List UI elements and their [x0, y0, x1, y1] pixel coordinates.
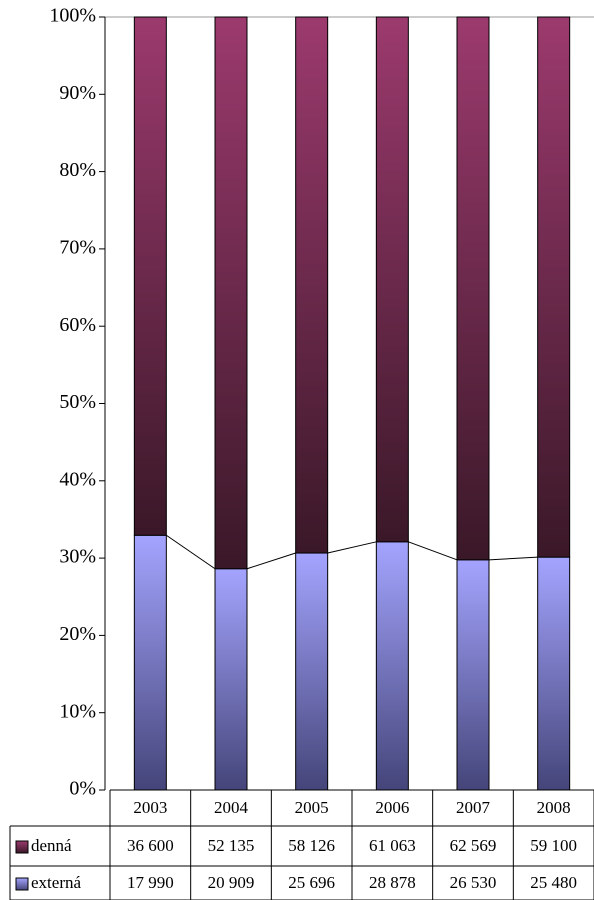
bar-segment	[456, 559, 490, 791]
table-value: 59 100	[530, 836, 577, 855]
y-tick-label: 40%	[59, 468, 96, 490]
bar-segment	[295, 552, 329, 791]
bar-segment	[214, 568, 248, 791]
table-value: 25 696	[288, 873, 335, 892]
table-value: 62 569	[450, 836, 497, 855]
y-tick-label: 60%	[59, 314, 96, 336]
y-tick-label: 30%	[59, 546, 96, 568]
table-value: 26 530	[450, 873, 497, 892]
y-tick-label: 50%	[59, 391, 96, 413]
legend-swatch	[15, 877, 29, 891]
table-value: 61 063	[369, 836, 416, 855]
table-value: 17 990	[127, 873, 174, 892]
table-value: 20 909	[208, 873, 255, 892]
y-tick-label: 0%	[69, 778, 96, 800]
y-tick-label: 70%	[59, 236, 96, 258]
series-line	[488, 556, 538, 561]
bar-segment	[375, 16, 409, 543]
bar-segment	[537, 16, 571, 558]
bar-segment	[133, 534, 167, 791]
bar-segment	[375, 541, 409, 791]
x-tick-label: 2006	[375, 798, 409, 817]
x-tick-label: 2003	[133, 798, 167, 817]
series-line	[327, 541, 377, 554]
y-tick-label: 100%	[49, 5, 96, 27]
series-line	[246, 552, 296, 570]
legend-swatch	[15, 840, 29, 854]
bar-segment	[133, 16, 167, 536]
x-tick-label: 2007	[456, 798, 491, 817]
y-tick-label: 20%	[59, 623, 96, 645]
x-tick-label: 2005	[295, 798, 329, 817]
table-value: 25 480	[530, 873, 577, 892]
table-value: 58 126	[288, 836, 335, 855]
bar-segment	[456, 16, 490, 561]
bar-segment	[295, 16, 329, 554]
table-value: 36 600	[127, 836, 174, 855]
series-line	[408, 541, 458, 561]
legend-label: externá	[31, 873, 81, 892]
table-value: 52 135	[208, 836, 255, 855]
table-value: 28 878	[369, 873, 416, 892]
legend-label: denná	[31, 836, 72, 855]
bar-segment	[214, 16, 248, 570]
y-tick-label: 80%	[59, 159, 96, 181]
x-tick-label: 2004	[214, 798, 249, 817]
x-tick-label: 2008	[537, 798, 571, 817]
series-line	[166, 534, 216, 570]
bar-segment	[537, 556, 571, 791]
y-tick-label: 10%	[59, 700, 96, 722]
y-tick-label: 90%	[59, 82, 96, 104]
